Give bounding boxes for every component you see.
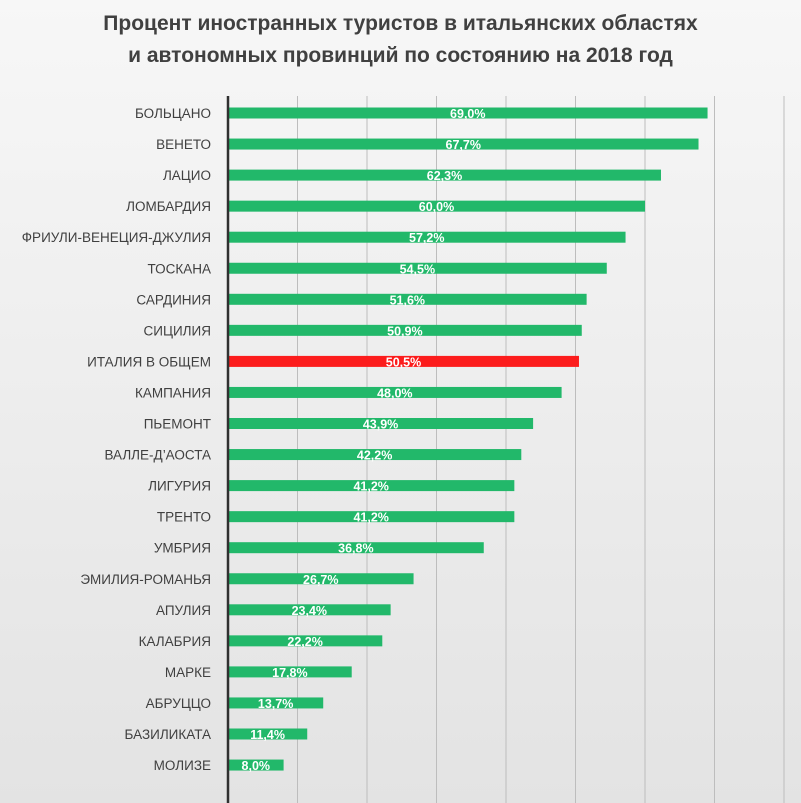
category-label: ФРИУЛИ-ВЕНЕЦИЯ-ДЖУЛИЯ	[22, 230, 211, 245]
value-label: 41,2%	[353, 480, 388, 494]
value-label: 36,8%	[338, 542, 373, 556]
category-label: ВАЛЛЕ-Д’АОСТА	[104, 448, 211, 463]
bar	[228, 666, 352, 678]
value-label: 54,5%	[400, 262, 435, 276]
bar	[228, 200, 645, 212]
value-label: 41,2%	[353, 511, 388, 525]
bars	[228, 107, 708, 771]
value-label: 13,7%	[258, 697, 293, 711]
category-label: ЛИГУРИЯ	[148, 479, 211, 494]
bar	[228, 324, 582, 336]
category-label: ЛАЦИО	[163, 168, 211, 183]
value-label: 42,2%	[357, 449, 392, 463]
value-label: 8,0%	[242, 759, 271, 773]
category-label: ЛОМБАРДИЯ	[126, 199, 211, 214]
category-labels: БОЛЬЦАНО ВЕНЕТО ЛАЦИО ЛОМБАРДИЯ ФРИУЛИ-ВЕНЕЦ…	[22, 106, 211, 773]
category-label: АПУЛИЯ	[156, 603, 211, 618]
bar	[228, 386, 562, 398]
bar	[228, 697, 324, 709]
category-label: ТРЕНТО	[157, 510, 211, 525]
value-label: 50,5%	[386, 355, 421, 369]
value-label: 57,2%	[409, 231, 444, 245]
category-label: КАЛАБРИЯ	[139, 634, 211, 649]
value-label: 43,9%	[363, 418, 398, 432]
bar	[228, 759, 284, 771]
bar	[228, 511, 515, 523]
value-label: 22,2%	[287, 635, 322, 649]
category-label: СИЦИЛИЯ	[144, 323, 211, 338]
bar	[228, 107, 708, 119]
chart-title-line-2: и автономных провинций по состоянию на 2…	[128, 44, 673, 67]
category-label: ИТАЛИЯ В ОБЩЕМ	[87, 354, 211, 369]
category-label: ВЕНЕТО	[156, 137, 211, 152]
bar	[228, 728, 308, 740]
bar	[228, 542, 484, 554]
bar	[228, 573, 414, 585]
bar-highlight	[228, 355, 579, 367]
bar	[228, 418, 534, 429]
value-label: 69,0%	[450, 107, 485, 121]
category-label: ТОСКАНА	[147, 261, 211, 276]
value-labels: 69,0% 67,7% 62,3% 60,0% 57,2% 54,5% 51,6% 50,9%…	[242, 107, 486, 773]
value-label: 50,9%	[387, 324, 422, 338]
value-label: 67,7%	[446, 138, 481, 152]
category-label: УМБРИЯ	[154, 541, 211, 556]
category-label: АБРУЦЦО	[146, 696, 211, 711]
chart-title: Процент иностранных туристов в итальянск…	[0, 8, 801, 72]
bar	[228, 262, 607, 274]
category-label: САРДИНИЯ	[136, 292, 211, 307]
category-label: ПЬЕМОНТ	[144, 417, 211, 432]
value-label: 60,0%	[419, 200, 454, 214]
category-label: БОЛЬЦАНО	[135, 106, 211, 121]
value-label: 62,3%	[427, 169, 462, 183]
value-label: 23,4%	[292, 604, 327, 618]
category-label: ЭМИЛИЯ-РОМАНЬЯ	[80, 572, 211, 587]
gridlines	[297, 96, 785, 803]
category-label: МОЛИЗЕ	[154, 758, 211, 773]
category-label: БАЗИЛИКАТА	[125, 727, 211, 742]
bar	[228, 635, 383, 647]
value-label: 51,6%	[390, 293, 425, 307]
chart-title-line-1: Процент иностранных туристов в итальянск…	[103, 12, 698, 35]
value-label: 17,8%	[272, 666, 307, 680]
bar	[228, 138, 699, 150]
value-label: 48,0%	[377, 386, 412, 400]
value-label: 11,4%	[250, 728, 285, 742]
value-label: 26,7%	[303, 573, 338, 587]
bar	[228, 449, 522, 461]
bar	[228, 480, 515, 492]
bar	[228, 293, 587, 305]
bar	[228, 604, 391, 616]
bar	[228, 169, 661, 181]
category-label: КАМПАНИЯ	[135, 385, 211, 400]
category-label: МАРКЕ	[165, 665, 211, 680]
bar	[228, 231, 626, 243]
